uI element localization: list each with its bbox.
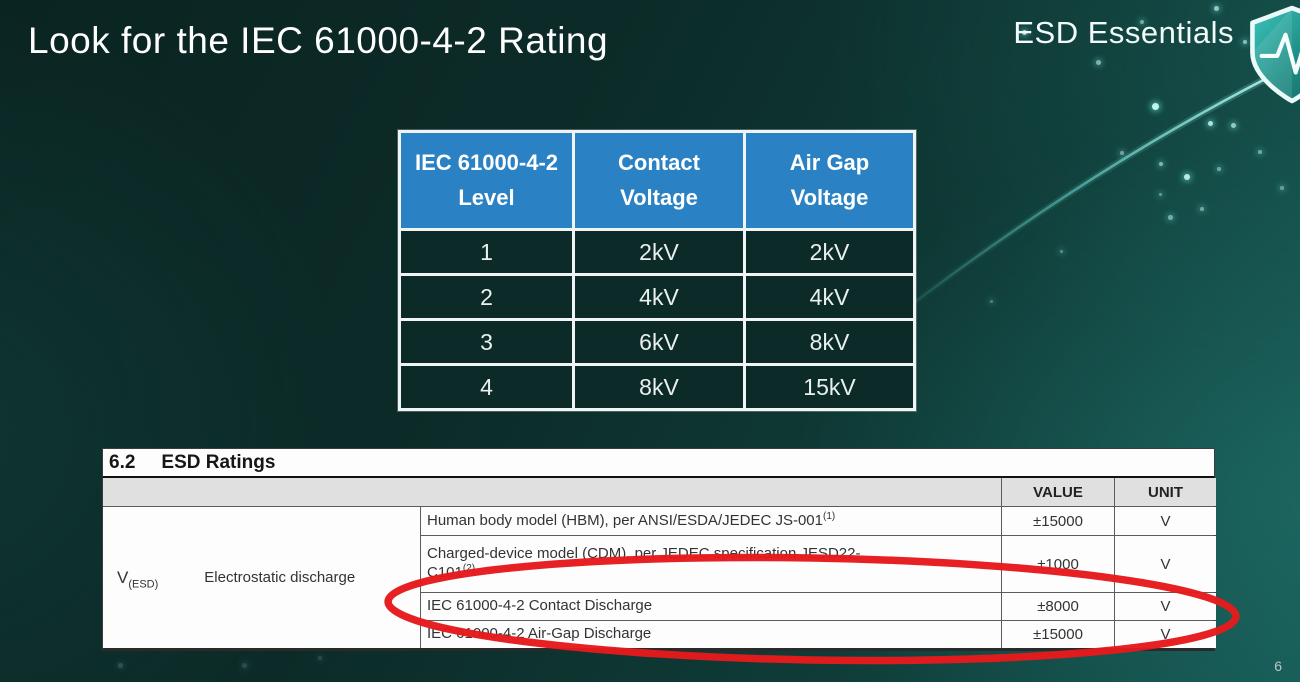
particle-dot xyxy=(1184,174,1191,181)
particle-dot xyxy=(1208,121,1213,126)
unit-cell: V xyxy=(1115,621,1216,648)
table-cell: 4kV xyxy=(575,276,743,318)
particle-dot xyxy=(1168,215,1173,220)
iec-col-header-contact: Contact Voltage xyxy=(575,133,743,228)
particle-dot xyxy=(1231,123,1236,128)
unit-cell: V xyxy=(1115,536,1216,592)
symbol-subscript: (ESD) xyxy=(128,577,159,590)
datasheet-excerpt: 6.2 ESD Ratings VALUE UNIT V(ESD) Electr… xyxy=(102,448,1216,651)
particle-dot xyxy=(1060,250,1064,254)
particle-dot xyxy=(1096,60,1101,65)
particle-dot xyxy=(1280,186,1284,190)
particle-dot xyxy=(1258,150,1262,154)
table-cell: 2 xyxy=(401,276,572,318)
particle-dot xyxy=(1120,151,1124,155)
particle-dot xyxy=(242,663,247,668)
datasheet-section-heading: 6.2 ESD Ratings xyxy=(102,448,1215,478)
iec-col-header-level: IEC 61000-4-2 Level xyxy=(401,133,572,228)
section-title: ESD Ratings xyxy=(161,451,276,473)
footnote-ref: (1) xyxy=(822,510,836,522)
unit-cell: V xyxy=(1115,593,1216,620)
value-cell: ±8000 xyxy=(1002,593,1114,620)
row-desc: IEC 61000-4-2 Contact Discharge xyxy=(427,597,653,615)
footnote-ref: (2) xyxy=(462,563,476,574)
table-cell: 15kV xyxy=(746,366,913,408)
esd-shield-icon xyxy=(1250,5,1300,104)
table-cell: 1 xyxy=(401,231,572,273)
iec-col-header-airgap: Air Gap Voltage xyxy=(746,133,913,228)
value-cell: ±15000 xyxy=(1002,507,1114,535)
unit-cell: V xyxy=(1115,507,1216,535)
table-cell: 6kV xyxy=(575,321,743,363)
header-line: Contact xyxy=(618,150,700,176)
symbol-base: V xyxy=(117,567,129,587)
particle-dot xyxy=(1217,167,1221,171)
brand-text: ESD Essentials xyxy=(1013,15,1234,50)
table-cell: 3 xyxy=(401,321,572,363)
symbol-vesd: V(ESD) xyxy=(117,567,159,590)
particle-dot xyxy=(1152,103,1159,110)
table-cell: 2kV xyxy=(575,231,743,273)
page-number: 6 xyxy=(1274,658,1282,674)
particle-dot xyxy=(1159,162,1164,167)
value-cell: ±15000 xyxy=(1002,621,1114,648)
header-line: IEC 61000-4-2 xyxy=(414,150,559,176)
table-cell: 8kV xyxy=(575,366,743,408)
row-desc: IEC 61000-4-2 Air-Gap Discharge xyxy=(427,625,652,643)
iec-level-table: IEC 61000-4-2 Level Contact Voltage Air … xyxy=(398,130,916,411)
header-line: Level xyxy=(458,184,515,210)
table-cell: 4kV xyxy=(746,276,913,318)
value-cell: ±1000 xyxy=(1002,536,1114,592)
table-cell: 8kV xyxy=(746,321,913,363)
parameter-name: Electrostatic discharge xyxy=(204,569,356,586)
section-number: 6.2 xyxy=(109,451,136,473)
datasheet-table: VALUE UNIT V(ESD) Electrostatic discharg… xyxy=(102,478,1216,651)
header-line: Air Gap xyxy=(789,150,870,176)
datasheet-row-cdm: Charged-device model (CDM), per JEDEC sp… xyxy=(421,536,1001,592)
slide-title: Look for the IEC 61000-4-2 Rating xyxy=(28,20,609,61)
header-line: Voltage xyxy=(790,184,869,210)
particle-dot xyxy=(1200,207,1204,211)
datasheet-header-empty xyxy=(103,478,1001,506)
particle-dot xyxy=(1214,6,1219,11)
table-cell: 4 xyxy=(401,366,572,408)
header-line: Voltage xyxy=(620,184,698,210)
particle-dot xyxy=(990,300,994,304)
datasheet-row-hbm: Human body model (HBM), per ANSI/ESDA/JE… xyxy=(421,507,1001,535)
row-desc: Human body model (HBM), per ANSI/ESDA/JE… xyxy=(427,510,836,529)
datasheet-header-value: VALUE xyxy=(1002,478,1114,506)
datasheet-symbol-cell: V(ESD) Electrostatic discharge xyxy=(103,507,420,648)
table-cell: 2kV xyxy=(746,231,913,273)
row-desc: Charged-device model (CDM), per JEDEC sp… xyxy=(427,545,861,581)
datasheet-row-contact-discharge: IEC 61000-4-2 Contact Discharge xyxy=(421,593,1001,620)
datasheet-header-unit: UNIT xyxy=(1115,478,1216,506)
particle-dot xyxy=(1159,193,1163,197)
datasheet-row-airgap-discharge: IEC 61000-4-2 Air-Gap Discharge xyxy=(421,621,1001,648)
particle-dot xyxy=(318,656,322,660)
particle-dot xyxy=(118,663,123,668)
